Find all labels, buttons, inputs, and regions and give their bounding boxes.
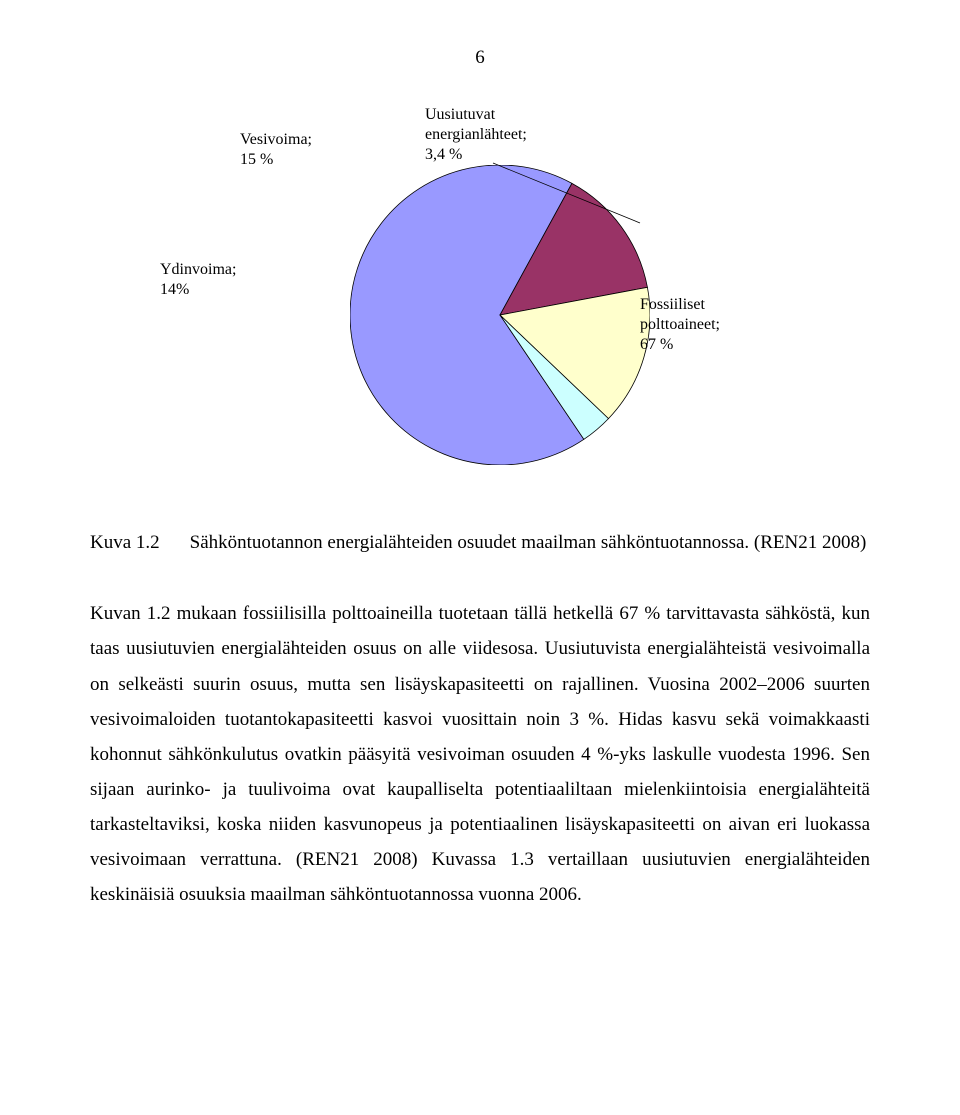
pie-slice-label: Uusiutuvat energianlähteet; 3,4 %: [425, 105, 527, 165]
pie-slice-label: Fossiiliset polttoaineet; 67 %: [640, 295, 720, 355]
caption-text: Sähköntuotannon energialähteiden osuudet…: [190, 525, 870, 560]
pie-chart-svg: [350, 165, 650, 465]
page-number: 6: [90, 40, 870, 75]
pie-chart-figure: Fossiiliset polttoaineet; 67 % Ydinvoima;…: [160, 105, 800, 505]
caption-key: Kuva 1.2: [90, 525, 160, 560]
pie-slice-label: Ydinvoima; 14%: [160, 260, 236, 300]
pie-slice-label: Vesivoima; 15 %: [240, 130, 312, 170]
figure-caption: Kuva 1.2 Sähköntuotannon energialähteide…: [90, 525, 870, 560]
body-paragraph: Kuvan 1.2 mukaan fossiilisilla polttoain…: [90, 596, 870, 912]
